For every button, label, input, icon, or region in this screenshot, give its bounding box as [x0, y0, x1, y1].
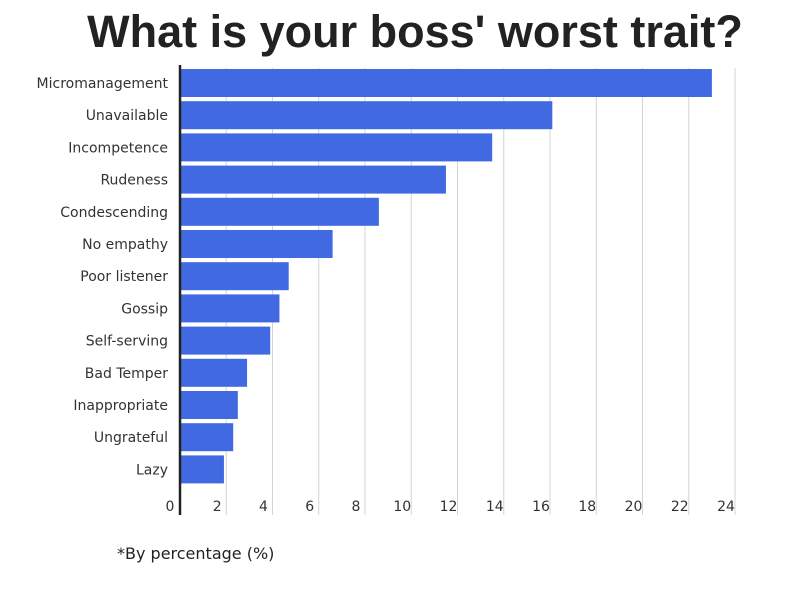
category-label: Condescending: [60, 205, 168, 221]
x-tick-label: 10: [393, 499, 411, 515]
bar: [181, 101, 553, 130]
x-tick-label: 24: [717, 499, 735, 515]
bar: [181, 69, 712, 97]
category-label: Lazy: [136, 462, 168, 478]
x-tick-label: 0: [166, 499, 175, 515]
category-label: Ungrateful: [94, 430, 168, 446]
category-label: Self-serving: [86, 334, 168, 350]
bar: [181, 197, 379, 226]
bar: [181, 262, 289, 291]
category-label: Bad Temper: [85, 366, 168, 382]
x-tick-label: 2: [213, 499, 222, 515]
category-label: Unavailable: [86, 108, 168, 124]
bar: [181, 423, 234, 452]
bar: [181, 165, 446, 194]
footnote: *By percentage (%): [117, 544, 275, 563]
bar: [181, 326, 271, 355]
bar: [181, 294, 280, 323]
x-tick-label: 12: [440, 499, 458, 515]
chart-title: What is your boss' worst trait?: [87, 6, 743, 57]
x-tick-label: 14: [486, 499, 504, 515]
category-label: Poor listener: [80, 269, 168, 285]
category-label: Gossip: [121, 301, 168, 317]
bar: [181, 391, 238, 419]
category-label: Incompetence: [68, 140, 168, 156]
category-label: Rudeness: [100, 173, 168, 189]
bar: [181, 455, 224, 484]
x-tick-label: 6: [305, 499, 314, 515]
bar: [181, 358, 248, 387]
x-axis-ticks: 0 2 4 6 8 10 12 14 16 18 20 22 24: [166, 499, 735, 515]
x-tick-label: 22: [671, 499, 689, 515]
bar: [181, 133, 493, 162]
category-label: No empathy: [82, 237, 168, 253]
x-tick-label: 16: [532, 499, 550, 515]
category-label: Inappropriate: [73, 398, 168, 414]
bar: [181, 230, 333, 258]
bars: [181, 69, 712, 484]
x-tick-label: 20: [625, 499, 643, 515]
category-label: Micromanagement: [37, 76, 169, 92]
x-tick-label: 4: [259, 499, 268, 515]
x-tick-label: 18: [578, 499, 596, 515]
x-tick-label: 8: [352, 499, 361, 515]
category-labels: Micromanagement Unavailable Incompetence Ru…: [37, 76, 169, 478]
